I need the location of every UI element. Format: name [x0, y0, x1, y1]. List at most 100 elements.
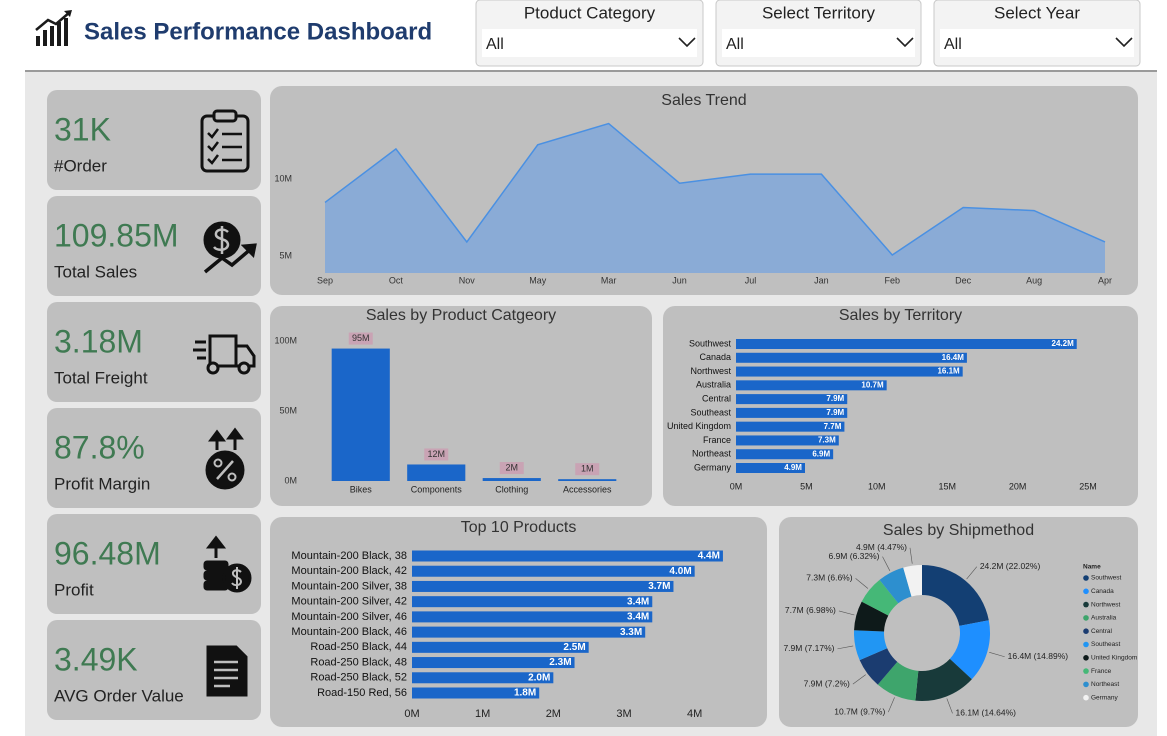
donut-segment — [922, 565, 989, 626]
y-tick-label: Southeast — [690, 407, 731, 417]
bar — [736, 394, 848, 405]
bar — [412, 550, 723, 562]
bar — [736, 380, 887, 391]
legend-swatch — [1083, 601, 1089, 608]
data-label: 7.9M (7.2%) — [804, 678, 850, 688]
dropdown-chevron — [896, 37, 914, 48]
y-tick-label: Road-250 Black, 48 — [310, 656, 407, 668]
donut-segment — [859, 648, 898, 685]
legend-label: Germany — [1091, 694, 1118, 701]
donut-segment — [949, 620, 990, 680]
filter-label: Ptoduct Category — [524, 3, 656, 22]
filter-dropdown[interactable] — [722, 29, 915, 57]
x-tick-label: May — [529, 275, 547, 285]
kpi-value: 3.18M — [54, 323, 143, 359]
data-label: 2.3M — [549, 657, 571, 668]
data-label: 2.5M — [563, 642, 585, 653]
bar — [736, 435, 839, 446]
data-label: 10.7M (9.7%) — [834, 706, 885, 716]
leader-line — [882, 556, 891, 571]
legend-swatch — [1083, 655, 1089, 661]
kpi-value: 3.49K — [54, 641, 138, 677]
y-tick-label: Central — [702, 393, 731, 403]
data-label: 7.7M — [824, 422, 842, 431]
chart-title: Sales by Territory — [839, 307, 962, 324]
y-tick-label: United Kingdom — [667, 421, 731, 431]
bar — [736, 366, 963, 377]
bar — [736, 421, 845, 432]
x-tick-label: Jan — [814, 275, 829, 285]
kpi-card — [47, 408, 261, 508]
y-tick-label: Southwest — [689, 338, 732, 348]
legend-label: Central — [1091, 628, 1113, 635]
x-tick-label: 0M — [404, 708, 419, 720]
y-tick-label: Mountain-200 Silver, 42 — [291, 596, 407, 608]
order-value-icon — [206, 645, 248, 697]
profit-icon — [203, 535, 252, 593]
legend-label: Northwest — [1091, 601, 1120, 608]
bar — [736, 407, 848, 418]
y-tick-label: Mountain-200 Black, 38 — [291, 550, 407, 562]
margin-icon — [205, 427, 245, 490]
leader-line — [989, 652, 1005, 658]
donut-segment — [854, 601, 889, 632]
x-tick-label: 2M — [546, 708, 561, 720]
x-tick-label: Components — [411, 484, 463, 494]
data-label: 1.8M — [514, 688, 536, 699]
data-label: 12M — [427, 449, 445, 459]
data-label: 4.0M — [669, 566, 691, 577]
y-tick-label: Mountain-200 Silver, 38 — [291, 580, 407, 592]
chart-title: Sales Trend — [661, 92, 746, 109]
y-tick-label: 50M — [279, 405, 297, 415]
data-label-bg — [424, 448, 449, 461]
x-tick-label: 3M — [616, 708, 631, 720]
data-label: 4.9M (4.47%) — [856, 542, 907, 552]
dropdown-chevron — [678, 37, 696, 48]
legend-swatch — [1083, 615, 1089, 621]
filter-dropdown[interactable] — [940, 29, 1134, 57]
data-label-bg — [348, 332, 373, 345]
y-tick-label: Australia — [696, 380, 731, 390]
bar — [412, 596, 653, 608]
x-tick-label: 15M — [938, 481, 956, 491]
y-tick-label: France — [703, 435, 731, 445]
y-tick-label: Canada — [699, 352, 731, 362]
x-tick-label: 4M — [687, 708, 702, 720]
bar — [412, 611, 653, 623]
leader-line — [838, 610, 855, 616]
kpi-icons — [193, 109, 257, 697]
legend-label: United Kingdom — [1091, 655, 1137, 662]
data-label: 7.3M (6.6%) — [806, 573, 852, 583]
bar — [736, 449, 834, 460]
donut-segment — [903, 565, 922, 597]
leader-line — [946, 698, 953, 714]
chart-title: Sales by Product Catgeory — [366, 307, 556, 324]
data-label: 3.7M — [648, 581, 670, 592]
legend-swatch — [1083, 668, 1089, 674]
y-tick-label: 5M — [279, 250, 292, 260]
header-icon — [35, 10, 72, 46]
donut-segment — [915, 658, 972, 701]
leader-line — [852, 674, 866, 685]
bar — [331, 348, 390, 481]
y-tick-label: Road-250 Black, 44 — [310, 641, 407, 653]
filter-dropdown[interactable] — [482, 29, 697, 57]
data-label: 7.7M (6.98%) — [785, 605, 836, 615]
data-label: 16.1M — [937, 367, 960, 376]
data-label: 4.4M — [698, 551, 720, 562]
y-tick-label: Mountain-200 Silver, 46 — [291, 611, 407, 623]
y-tick-label: 10M — [274, 174, 292, 184]
data-label: 3.4M — [627, 596, 649, 607]
bar — [736, 352, 967, 363]
data-label: 2.0M — [528, 672, 550, 683]
kpi-label: Total Sales — [54, 262, 137, 281]
bar — [412, 565, 695, 577]
data-label: 95M — [352, 333, 370, 343]
sales-icon — [203, 221, 257, 274]
y-tick-label: 100M — [274, 335, 297, 345]
area-fill — [325, 123, 1105, 273]
data-label: 24.2M (22.02%) — [980, 561, 1041, 571]
donut-segment — [853, 630, 888, 661]
